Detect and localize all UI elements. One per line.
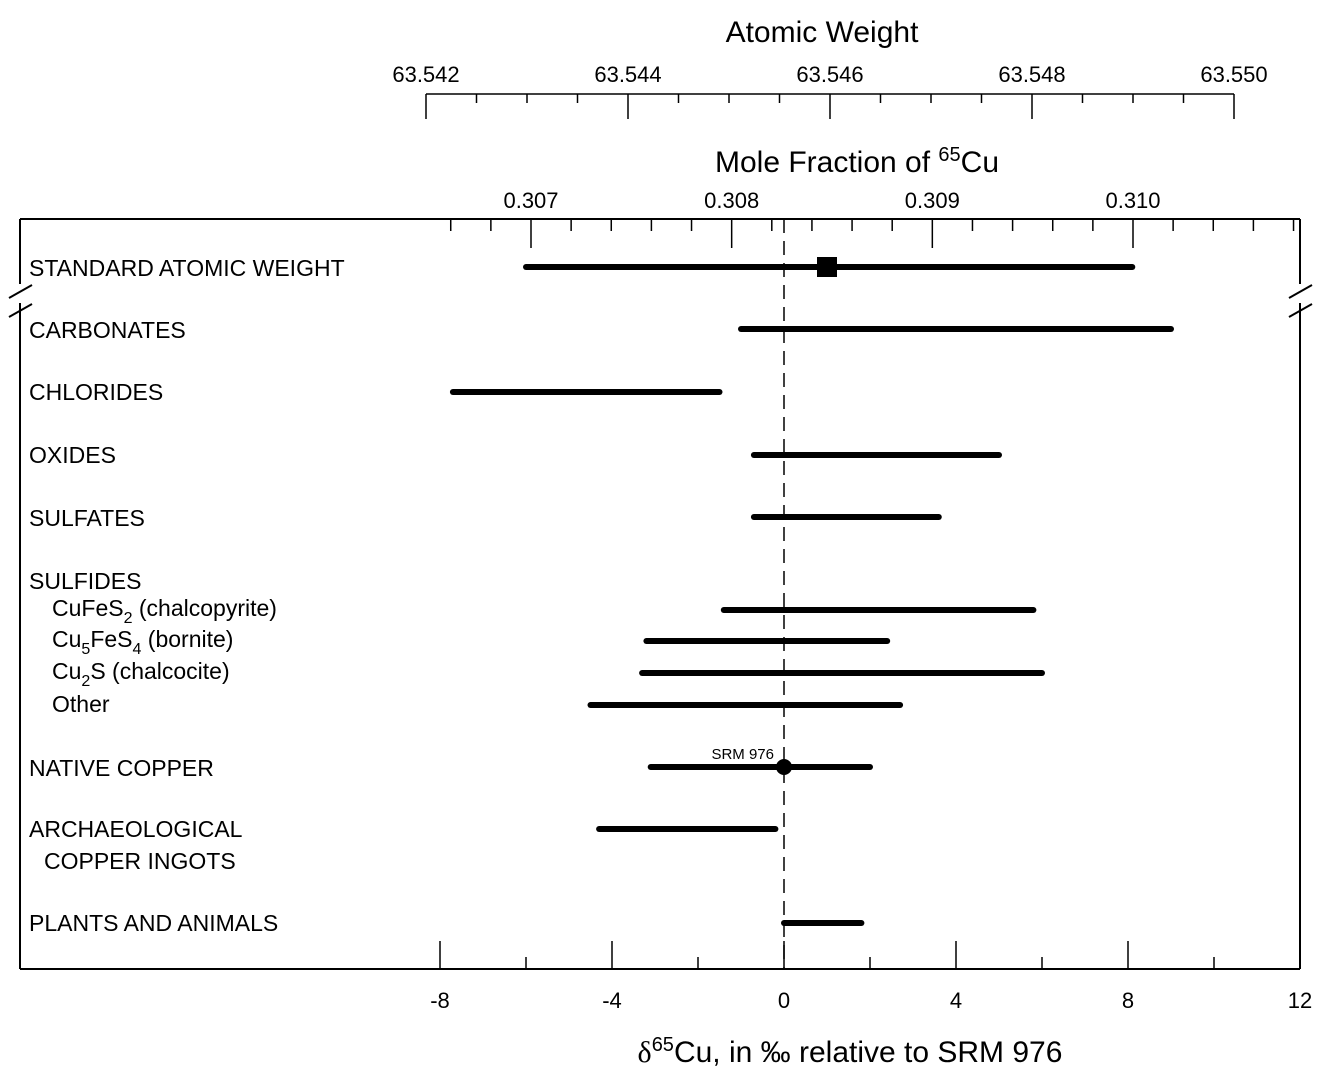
mole-fraction-axis-title: Mole Fraction of 65Cu <box>715 144 999 179</box>
label-copper-ingots: COPPER INGOTS <box>44 848 236 874</box>
mole-fraction-tick-label: 0.308 <box>704 188 759 213</box>
label-bornite: Cu5FeS4 (bornite) <box>52 626 233 658</box>
delta-tick-label: -4 <box>602 988 622 1013</box>
srm-976-label: SRM 976 <box>711 746 774 763</box>
delta-ticks <box>439 941 1301 969</box>
atomic-weight-axis: Atomic Weight 63.542 63.544 63.546 63.548 63… <box>392 16 1268 119</box>
range-markers <box>776 257 837 775</box>
mole-fraction-tick-label: 0.309 <box>905 188 960 213</box>
range-bars <box>449 264 1174 926</box>
label-archaeological: ARCHAEOLOGICAL <box>29 816 243 842</box>
atomic-weight-tick-label: 63.546 <box>796 62 863 87</box>
delta-tick-label: -8 <box>430 988 450 1013</box>
mole-fraction-tick-label: 0.310 <box>1105 188 1160 213</box>
mole-fraction-axis: Mole Fraction of 65Cu 0.307 0.308 0.309 0.3… <box>503 144 1160 213</box>
standard-value-marker <box>817 257 837 277</box>
label-chalcopyrite: CuFeS2 (chalcopyrite) <box>52 595 277 627</box>
label-plants-and-animals: PLANTS AND ANIMALS <box>29 910 278 936</box>
label-sulfides: SULFIDES <box>29 568 141 594</box>
category-labels: STANDARD ATOMIC WEIGHT CARBONATES CHLORI… <box>29 255 345 936</box>
label-native-copper: NATIVE COPPER <box>29 755 214 781</box>
label-sulfates: SULFATES <box>29 505 145 531</box>
label-standard-atomic-weight: STANDARD ATOMIC WEIGHT <box>29 255 345 281</box>
delta-tick-labels: -8 -4 0 4 8 12 <box>430 988 1312 1013</box>
atomic-weight-tick-labels: 63.542 63.544 63.546 63.548 63.550 <box>392 62 1267 87</box>
label-chlorides: CHLORIDES <box>29 379 163 405</box>
delta-tick-label: 8 <box>1122 988 1134 1013</box>
mole-fraction-tick-labels: 0.307 0.308 0.309 0.310 <box>503 188 1160 213</box>
delta-axis-title: δ65Cu, in ‰ relative to SRM 976 <box>638 1034 1063 1066</box>
atomic-weight-tick-label: 63.548 <box>998 62 1065 87</box>
atomic-weight-tick-label: 63.544 <box>594 62 661 87</box>
axis-break-right-1 <box>1288 284 1313 299</box>
label-oxides: OXIDES <box>29 442 116 468</box>
atomic-weight-ticks <box>425 94 1235 119</box>
delta-tick-label: 4 <box>950 988 962 1013</box>
label-carbonates: CARBONATES <box>29 317 186 343</box>
atomic-weight-axis-title: Atomic Weight <box>726 16 920 49</box>
mole-fraction-tick-label: 0.307 <box>503 188 558 213</box>
label-other: Other <box>52 691 110 717</box>
axis-break-left-2 <box>8 303 33 318</box>
delta-tick-label: 0 <box>778 988 790 1013</box>
axis-break-left-1 <box>8 284 33 299</box>
atomic-weight-tick-label: 63.550 <box>1200 62 1267 87</box>
delta-tick-label: 12 <box>1288 988 1312 1013</box>
label-chalcocite: Cu2S (chalcocite) <box>52 658 230 690</box>
plot-frame <box>8 218 1313 970</box>
mole-fraction-ticks <box>449 219 1295 248</box>
srm-976-marker <box>776 759 792 775</box>
axis-break-right-2 <box>1288 303 1313 318</box>
atomic-weight-tick-label: 63.542 <box>392 62 459 87</box>
